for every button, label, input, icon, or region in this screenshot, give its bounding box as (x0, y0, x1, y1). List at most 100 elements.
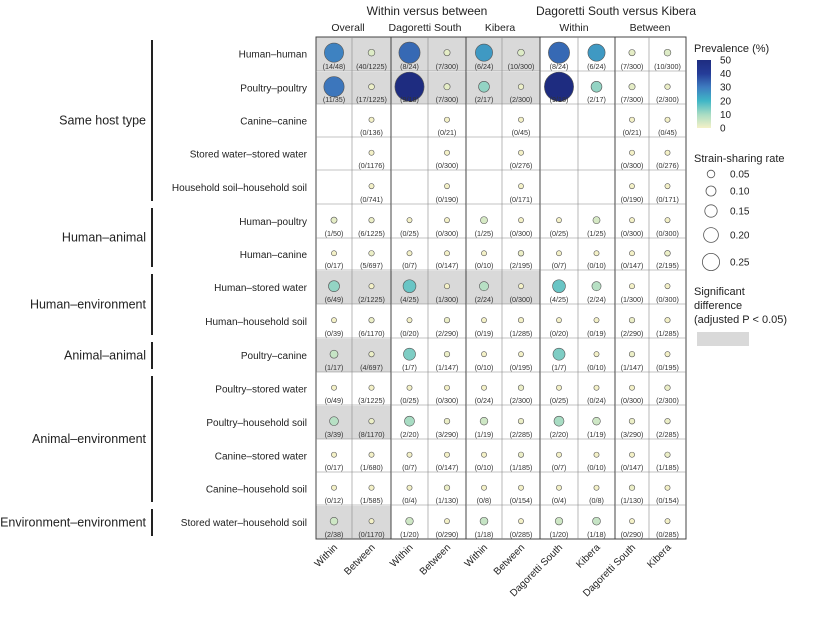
bubble-mark (548, 41, 570, 64)
cell-count-label: (0/10) (475, 261, 494, 270)
cell-count-label: (6/24) (475, 62, 494, 71)
matrix-cell: (8/24) (548, 41, 570, 71)
bubble-mark (664, 518, 671, 525)
matrix-cell: (0/300) (621, 217, 643, 238)
matrix-cell: (7/300) (428, 72, 466, 104)
column-label: Within (463, 542, 490, 569)
matrix-cell: (0/25) (550, 217, 569, 238)
table-row: (0/12) (1/585) (0/4) (1/130) (0/8) (0/154) (0/… (325, 484, 679, 505)
matrix-cell: (4/25) (391, 271, 428, 304)
bubble-mark (664, 83, 671, 90)
matrix-cell: (4/25) (550, 279, 569, 304)
matrix-cell: (0/25) (550, 384, 569, 405)
row-label: Human–household soil (205, 317, 307, 328)
cell-count-label: (0/21) (438, 128, 457, 137)
cell-count-label: (1/18) (475, 530, 494, 539)
cell-count-label: (4/25) (550, 295, 569, 304)
table-row: (0/39) (6/1170) (0/20) (2/290) (0/19) (1/285)… (325, 317, 679, 338)
bubble-mark (556, 384, 562, 391)
matrix-cell: (3/290) (621, 418, 643, 439)
matrix-cell: (0/10) (587, 250, 606, 270)
cell-count-label: (0/154) (510, 496, 533, 505)
cell-count-label: (0/25) (550, 229, 569, 238)
legend-rate-title: Strain-sharing rate (694, 153, 785, 165)
matrix-cell: (40/1225) (352, 37, 391, 71)
cell-count-label: (1/300) (436, 295, 459, 304)
matrix-cell: (2/300) (656, 83, 679, 104)
matrix-cell: (6/24) (587, 43, 606, 71)
table-row: (0/17) (1/680) (0/7) (0/147) (0/10) (1/185) (0… (325, 451, 679, 472)
bubble-mark (663, 48, 672, 57)
matrix-cell: (0/1176) (358, 149, 385, 170)
matrix-cell: (0/20) (550, 317, 568, 338)
bubble-mark (368, 317, 375, 324)
matrix-cell: (2/300) (510, 384, 532, 405)
matrix-cell: (0/45) (658, 116, 677, 137)
matrix-cell: (0/21) (438, 116, 457, 137)
bubble-mark (368, 217, 375, 224)
bubble-mark (406, 317, 413, 324)
bubble-mark (518, 217, 524, 224)
cell-count-label: (0/19) (587, 329, 606, 338)
matrix-cell: (3/290) (436, 418, 458, 439)
cell-count-label: (0/49) (325, 396, 344, 405)
bubble-mark (664, 217, 671, 224)
matrix-cell: (0/39) (325, 317, 343, 338)
cell-count-label: (0/25) (400, 396, 419, 405)
matrix-cell: (0/10) (475, 250, 494, 270)
bubble-mark (331, 384, 337, 391)
matrix-cell: (6/24) (466, 37, 502, 71)
bubble-mark (628, 418, 636, 425)
cell-count-label: (1/7) (402, 363, 417, 372)
matrix-cell: (10/300) (502, 37, 540, 71)
cell-count-label: (10/300) (654, 62, 681, 71)
column-labels-layer: Within Between Within Between Within BetweenD… (313, 542, 674, 599)
matrix-cell: (0/195) (656, 351, 679, 372)
bubble-mark (628, 317, 636, 324)
cell-count-label: (2/38) (325, 530, 344, 539)
bubble-mark (444, 116, 450, 123)
cell-count-label: (0/290) (621, 530, 644, 539)
bubble-mark (590, 80, 603, 93)
bubble-mark (664, 384, 671, 391)
bubble-mark (444, 149, 450, 156)
row-label: Canine–household soil (206, 485, 307, 496)
prevalence-tick-label: 30 (720, 83, 732, 94)
cell-count-label: (1/17) (325, 363, 344, 372)
bubble-mark (517, 451, 525, 458)
cell-count-label: (0/10) (587, 363, 606, 372)
bubble-mark (368, 149, 375, 156)
bubble-mark (478, 80, 490, 93)
cell-count-label: (0/19) (475, 329, 494, 338)
bubble-mark (517, 48, 525, 57)
bubble-mark (406, 451, 413, 458)
matrix-cell: (0/12) (325, 484, 343, 505)
bubble-mark (443, 351, 451, 358)
bubble-mark (518, 183, 524, 190)
cell-count-label: (7/300) (621, 95, 644, 104)
cell-count-label: (0/147) (436, 463, 459, 472)
matrix-cell: (0/10) (587, 351, 606, 372)
bubble-mark (552, 347, 566, 361)
bubble-mark (629, 149, 635, 156)
cell-count-label: (0/276) (656, 161, 679, 170)
bubble-mark (481, 451, 487, 458)
matrix-cell: (2/38) (316, 506, 352, 539)
cell-count-label: (8/24) (550, 62, 569, 71)
matrix-cell: (1/285) (656, 317, 679, 338)
matrix-cell: (5/697) (360, 250, 383, 270)
group-label: Animal–environment (32, 432, 146, 446)
cell-count-label: (0/25) (550, 396, 569, 405)
bubble-mark (398, 41, 421, 64)
matrix-cell: (0/300) (656, 217, 679, 238)
rate-legend-circle (705, 185, 717, 197)
cell-count-label: (0/300) (436, 161, 459, 170)
bubble-mark (544, 71, 574, 102)
row-label: Canine–stored water (215, 452, 308, 463)
matrix-cell: (1/185) (656, 451, 679, 472)
matrix-cell: (1/25) (475, 216, 493, 238)
cell-count-label: (10/300) (508, 62, 535, 71)
bubble-mark (664, 116, 671, 123)
matrix-cell: (0/24) (587, 384, 606, 405)
bubble-mark (331, 484, 337, 491)
